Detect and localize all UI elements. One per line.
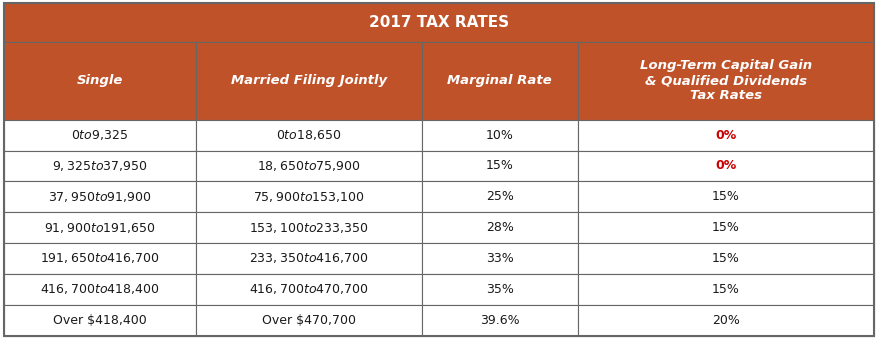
- Bar: [577, 181, 873, 212]
- Bar: [577, 120, 873, 151]
- Bar: [421, 181, 577, 212]
- Bar: [4, 42, 196, 120]
- Text: $416,700 to $418,400: $416,700 to $418,400: [40, 282, 160, 296]
- Text: Marginal Rate: Marginal Rate: [447, 74, 552, 87]
- Bar: [4, 274, 196, 305]
- Text: 15%: 15%: [711, 221, 739, 234]
- Bar: [4, 212, 196, 243]
- Bar: [196, 212, 421, 243]
- Bar: [196, 243, 421, 274]
- Text: $9,325 to $37,950: $9,325 to $37,950: [52, 159, 147, 173]
- Bar: [577, 305, 873, 336]
- Text: 25%: 25%: [485, 190, 513, 203]
- Bar: [196, 42, 421, 120]
- Text: $75,900 to $153,100: $75,900 to $153,100: [253, 190, 364, 204]
- Bar: [4, 243, 196, 274]
- Bar: [577, 151, 873, 181]
- Text: Married Filing Jointly: Married Filing Jointly: [231, 74, 386, 87]
- Text: $0 to $9,325: $0 to $9,325: [71, 128, 128, 142]
- Text: $416,700 to $470,700: $416,700 to $470,700: [248, 282, 368, 296]
- Bar: [421, 274, 577, 305]
- Text: 39.6%: 39.6%: [480, 314, 519, 327]
- Text: Over $470,700: Over $470,700: [261, 314, 355, 327]
- Text: 2017 TAX RATES: 2017 TAX RATES: [368, 15, 509, 30]
- Bar: [577, 243, 873, 274]
- Bar: [577, 42, 873, 120]
- Bar: [421, 42, 577, 120]
- Text: 20%: 20%: [711, 314, 739, 327]
- Bar: [421, 305, 577, 336]
- Text: 35%: 35%: [485, 283, 513, 296]
- Text: $233,350 to $416,700: $233,350 to $416,700: [248, 252, 368, 265]
- Bar: [4, 120, 196, 151]
- Bar: [577, 274, 873, 305]
- Bar: [421, 120, 577, 151]
- Bar: [196, 305, 421, 336]
- Text: 0%: 0%: [715, 159, 736, 173]
- Text: $191,650 to $416,700: $191,650 to $416,700: [40, 252, 160, 265]
- Bar: [577, 212, 873, 243]
- Text: 15%: 15%: [485, 159, 513, 173]
- Text: 28%: 28%: [485, 221, 513, 234]
- Text: $37,950 to $91,900: $37,950 to $91,900: [48, 190, 152, 204]
- Text: 0%: 0%: [715, 128, 736, 142]
- Text: Over $418,400: Over $418,400: [53, 314, 146, 327]
- Bar: [4, 3, 873, 42]
- Bar: [196, 274, 421, 305]
- Bar: [196, 151, 421, 181]
- Text: 15%: 15%: [711, 190, 739, 203]
- Text: 10%: 10%: [485, 128, 513, 142]
- Text: Long-Term Capital Gain
& Qualified Dividends
Tax Rates: Long-Term Capital Gain & Qualified Divid…: [639, 59, 811, 102]
- Bar: [421, 243, 577, 274]
- Text: 15%: 15%: [711, 283, 739, 296]
- Bar: [4, 181, 196, 212]
- Text: 15%: 15%: [711, 252, 739, 265]
- Text: $91,900 to $191,650: $91,900 to $191,650: [44, 221, 155, 235]
- Text: Single: Single: [76, 74, 123, 87]
- Bar: [421, 212, 577, 243]
- Bar: [196, 181, 421, 212]
- Bar: [4, 305, 196, 336]
- Text: $18,650 to $75,900: $18,650 to $75,900: [256, 159, 360, 173]
- Bar: [196, 120, 421, 151]
- Text: $153,100 to $233,350: $153,100 to $233,350: [248, 221, 368, 235]
- Text: $0 to $18,650: $0 to $18,650: [275, 128, 341, 142]
- Bar: [421, 151, 577, 181]
- Bar: [4, 151, 196, 181]
- Text: 33%: 33%: [485, 252, 513, 265]
